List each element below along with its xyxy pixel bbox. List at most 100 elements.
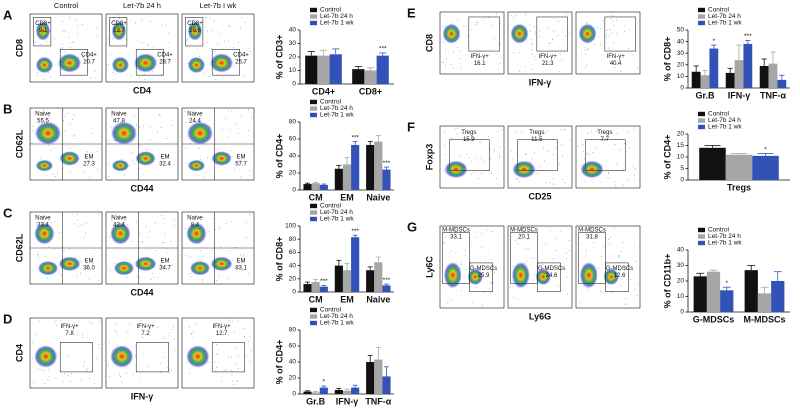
event-dot [587, 152, 589, 154]
event-dot [480, 158, 482, 160]
gate-name: G-MDSCs [606, 266, 633, 272]
event-dot [493, 149, 495, 151]
event-dot [166, 252, 168, 254]
event-dot [216, 366, 218, 368]
event-dot [93, 262, 95, 264]
event-dot [171, 329, 173, 331]
event-dot [222, 332, 224, 334]
bar [311, 392, 320, 394]
event-dot [636, 22, 638, 24]
event-dot [481, 173, 483, 175]
event-dot [524, 153, 526, 155]
bar [305, 55, 318, 84]
event-dot [526, 238, 528, 240]
event-dot [515, 178, 517, 180]
event-dot [157, 276, 159, 278]
y-tick-label: 0 [292, 289, 296, 296]
event-dot [620, 70, 622, 72]
panel-label: C [3, 205, 13, 220]
gate-name: CD8+ [35, 21, 51, 27]
event-dot [531, 53, 533, 55]
event-dot [633, 127, 635, 129]
density-blob [59, 151, 80, 166]
event-dot [490, 172, 492, 174]
event-dot [86, 268, 88, 270]
gate [59, 49, 88, 76]
event-dot [68, 355, 70, 357]
event-dot [191, 337, 193, 339]
gate-value: 12.6 [614, 273, 626, 279]
gate [537, 262, 561, 292]
event-dot [42, 109, 44, 111]
event-dot [78, 225, 80, 227]
event-dot [184, 111, 186, 113]
event-dot [569, 140, 571, 142]
column-header: Let-7b I wk [200, 1, 237, 10]
y-axis-label: CD62L [14, 233, 24, 262]
gate-value: 20.7 [83, 59, 95, 65]
event-dot [93, 249, 95, 251]
y-tick-label: 0 [680, 85, 684, 92]
event-dot [619, 149, 621, 151]
event-dot [57, 172, 59, 174]
event-dot [452, 67, 454, 69]
event-dot [126, 46, 128, 48]
event-dot [89, 321, 91, 323]
event-dot [221, 129, 223, 131]
gate [468, 16, 500, 52]
density-blob [535, 268, 551, 286]
event-dot [616, 132, 618, 134]
event-dot [118, 374, 120, 376]
event-dot [521, 131, 523, 133]
legend-swatch [698, 111, 705, 117]
legend-label: Let-7b 1 wk [320, 112, 354, 119]
event-dot [447, 302, 449, 304]
gate-value: 24.6 [546, 273, 558, 279]
x-tick-label: CD4+ [312, 86, 335, 96]
flow-plot [181, 317, 255, 389]
event-dot [531, 158, 533, 160]
event-dot [233, 383, 235, 385]
event-dot [474, 157, 476, 159]
gate-value: 20.6 [189, 28, 201, 34]
legend-label: Control [320, 7, 342, 14]
event-dot [516, 177, 518, 179]
event-dot [445, 64, 447, 66]
event-dot [136, 124, 138, 126]
event-dot [138, 144, 140, 146]
event-dot [473, 171, 475, 173]
event-dot [108, 162, 110, 164]
event-dot [538, 132, 540, 134]
event-dot [631, 54, 633, 56]
legend-label: Control [320, 307, 342, 314]
event-dot [79, 272, 81, 274]
gate [135, 342, 169, 373]
event-dot [618, 256, 620, 258]
event-dot [36, 224, 38, 226]
density-blob [467, 268, 483, 286]
event-dot [152, 71, 154, 73]
gate [211, 49, 240, 76]
event-dot [538, 30, 540, 32]
x-tick-label: IFN-γ [728, 90, 751, 100]
event-dot [471, 29, 473, 31]
bar [319, 286, 328, 292]
event-dot [69, 46, 71, 48]
event-dot [611, 32, 613, 34]
bar [382, 376, 391, 394]
event-dot [40, 157, 42, 159]
event-dot [229, 26, 231, 28]
event-dot [70, 124, 72, 126]
event-dot [602, 291, 604, 293]
event-dot [224, 40, 226, 42]
event-dot [613, 42, 615, 44]
event-dot [534, 31, 536, 33]
event-dot [580, 55, 582, 57]
significance: * [764, 146, 767, 153]
event-dot [159, 115, 161, 117]
event-dot [217, 353, 219, 355]
y-tick-label: 20 [677, 62, 685, 69]
event-dot [107, 140, 109, 142]
event-dot [525, 66, 527, 68]
event-dot [237, 132, 239, 134]
